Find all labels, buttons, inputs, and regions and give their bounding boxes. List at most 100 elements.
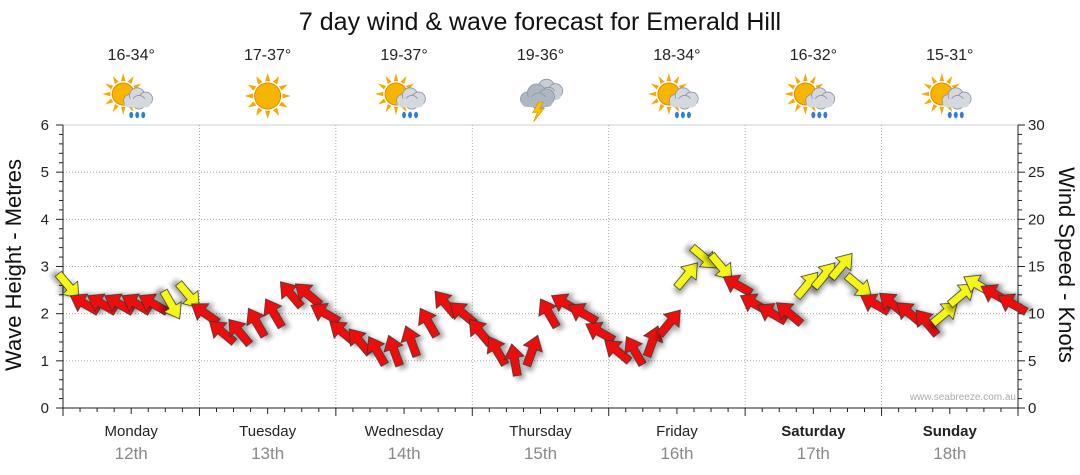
date-label: 16th	[660, 444, 693, 463]
wind-arrow	[568, 303, 600, 326]
temperature-label: 19-37°	[380, 47, 427, 64]
wind-arrow	[673, 262, 698, 291]
sun-ray	[666, 106, 672, 115]
plot-area	[62, 124, 1019, 409]
sun-ray	[272, 76, 280, 85]
sun-ray	[385, 75, 392, 85]
y2-tick-label: 25	[1028, 164, 1045, 181]
sun-ray	[377, 83, 387, 90]
y-tick-label: 5	[41, 164, 49, 181]
sun-ray	[946, 75, 953, 85]
wind-arrow	[503, 343, 525, 377]
y2-tick-label: 20	[1028, 211, 1045, 228]
wind-arrow	[860, 293, 892, 316]
sun-ray	[244, 93, 253, 99]
sun-ray	[658, 103, 665, 113]
day-label: Monday	[105, 423, 159, 440]
sun-ray	[931, 75, 938, 85]
wind-arrow	[915, 309, 941, 338]
cloud	[668, 87, 699, 110]
sun-ray	[787, 83, 796, 90]
sun-ray	[794, 75, 801, 85]
wind-arrow	[159, 288, 182, 320]
wind-arrow	[175, 280, 200, 309]
day-label: Friday	[656, 423, 698, 440]
wind-arrow	[366, 336, 389, 367]
sun-ray	[265, 110, 271, 119]
sun-ray	[247, 84, 257, 91]
sun-ray	[121, 73, 126, 82]
sun-ray	[105, 83, 114, 90]
sun-ray	[121, 106, 126, 115]
sun-ray	[803, 106, 808, 115]
y2-tick-label: 30	[1028, 117, 1045, 134]
cloud	[396, 87, 426, 110]
wind-arrow	[310, 303, 342, 326]
wind-arrow	[843, 272, 872, 297]
sun-ray	[265, 73, 271, 82]
rain-drop	[953, 111, 958, 119]
date-label: 14th	[388, 444, 421, 463]
cloud	[123, 87, 153, 110]
sun-ray	[393, 73, 399, 82]
sun-ray	[105, 98, 114, 105]
sun-ray	[923, 98, 932, 105]
sun-ray	[803, 73, 808, 82]
day-label: Sunday	[923, 423, 978, 440]
wind-arrow	[776, 302, 805, 327]
wind-arrow	[54, 270, 80, 299]
y-tick-label: 3	[41, 259, 49, 276]
rain-drop	[674, 111, 679, 119]
sun-ray	[920, 91, 929, 97]
wind-arrow	[522, 334, 543, 368]
axes: 0 1 2 3 4 5 6 0 5 10 15 20 25 30	[41, 117, 1045, 417]
rain-drop	[686, 111, 691, 119]
date-label: 17th	[797, 444, 830, 463]
sun-ray	[375, 91, 384, 97]
sun-ray	[247, 101, 257, 108]
sun-ray	[666, 73, 672, 82]
sun-ray	[272, 107, 280, 116]
rain-drop	[141, 111, 146, 119]
wind-arrow	[997, 293, 1029, 316]
lightning-bolt	[531, 101, 546, 123]
wind-arrow	[585, 321, 617, 345]
sun-ray	[256, 76, 263, 85]
wind-arrow	[418, 307, 441, 339]
cloud-base	[943, 98, 970, 108]
sun-cloud-rain-icon	[920, 73, 972, 119]
temperature-row: 16-34° 17-37° 19-37° 19-36° 18-34° 16-32° 15-3…	[108, 47, 974, 64]
sun-ray	[787, 98, 796, 105]
day-label: Tuesday	[239, 423, 296, 440]
y-tick-label: 2	[41, 306, 49, 323]
rain-drop	[135, 111, 140, 119]
rain-drop	[414, 111, 419, 119]
date-label: 18th	[933, 444, 966, 463]
cloud-base	[670, 98, 697, 108]
wind-arrow	[722, 274, 754, 297]
cloud-base	[397, 98, 424, 108]
sun-cloud-rain-icon	[784, 73, 836, 119]
sun-ray	[931, 103, 938, 113]
wind-arrow	[486, 336, 510, 367]
wind-arrows	[54, 243, 1029, 377]
wind-arrow	[656, 309, 681, 338]
temperature-label: 16-34°	[108, 47, 155, 64]
y2-tick-label: 10	[1028, 306, 1045, 323]
wind-arrow	[929, 302, 958, 327]
sun-ray	[650, 98, 659, 105]
sun-ray	[279, 101, 288, 108]
sun-ray	[658, 75, 665, 85]
temperature-label: 18-34°	[653, 47, 700, 64]
sun-ray	[647, 91, 657, 97]
sun-ray	[112, 103, 119, 113]
wind-arrow	[604, 340, 633, 365]
wind-arrow	[263, 298, 286, 330]
wind-arrow	[642, 325, 664, 358]
rain-drop	[408, 111, 413, 119]
wind-arrow	[87, 293, 118, 316]
sun-ray	[279, 84, 288, 91]
sun-ray	[377, 98, 387, 105]
temperature-label: 19-36°	[517, 47, 564, 64]
y-tick-label: 0	[41, 400, 49, 417]
